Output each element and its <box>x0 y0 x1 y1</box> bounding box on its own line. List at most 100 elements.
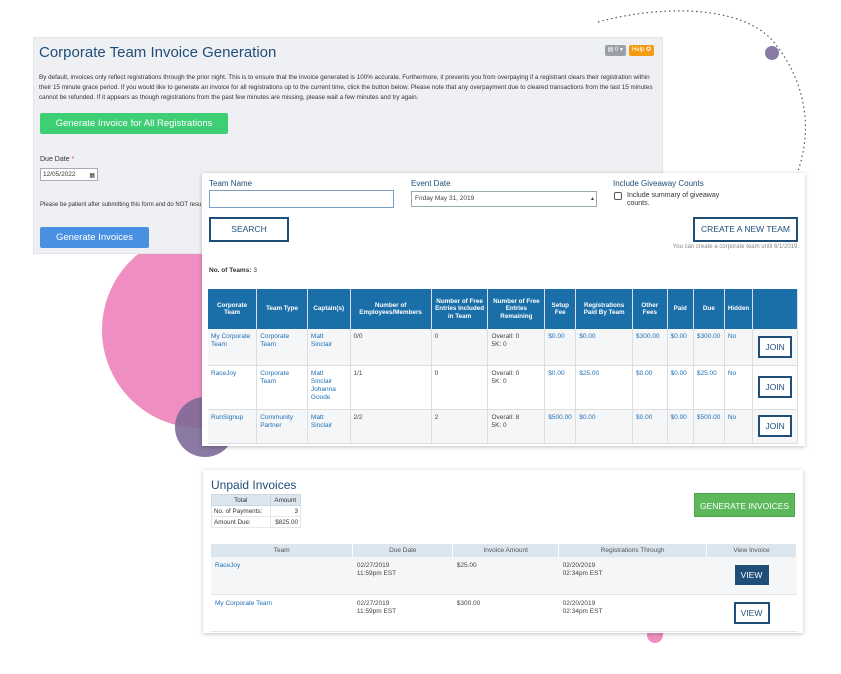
team-type: Corporate Team <box>256 365 308 410</box>
team-captains: Matt Sinclair <box>307 409 351 444</box>
team-count: No. of Teams: 3 <box>209 267 257 274</box>
setup-fee: $0.00 <box>544 329 577 366</box>
paid-by-team: $0.00 <box>575 409 634 444</box>
column-header: Setup Fee <box>544 289 577 329</box>
settings-menu-button[interactable]: ▤ 0 ▾ <box>604 45 626 56</box>
setup-fee: $500.00 <box>544 409 577 444</box>
other-fees: $300.00 <box>632 329 668 366</box>
column-header: Team Type <box>256 289 308 329</box>
team-type: Community Partner <box>256 409 308 444</box>
generate-invoice-all-button[interactable]: Generate Invoice for All Registrations <box>40 113 228 134</box>
teams-panel: Team Name Event Date Friday May 31, 2019… <box>202 173 805 446</box>
column-header: Number of Employees/Members <box>350 289 432 329</box>
event-date-select[interactable]: Friday May 31, 2019 ▴ <box>411 191 597 207</box>
team-name-label: Team Name <box>209 179 253 188</box>
patience-notice: Please be patient after submitting this … <box>40 202 202 208</box>
table-row: My Corporate Team Corporate Team Matt Si… <box>208 329 798 366</box>
column-header: Due Date <box>352 544 454 557</box>
free-entries-remaining: Overall: 0 5K: 0 <box>487 329 546 366</box>
summary-header-row: Total Amount <box>211 494 301 506</box>
team-name-link[interactable]: RaceJoy <box>208 365 258 410</box>
team-members: 2/2 <box>350 409 432 444</box>
other-fees: $0.00 <box>632 409 668 444</box>
unpaid-invoices-title: Unpaid Invoices <box>211 478 297 492</box>
due-date-label: Due Date * <box>40 156 75 163</box>
team-members: 0/0 <box>350 329 432 366</box>
payments-label: No. of Payments: <box>211 505 271 517</box>
free-entries-included: 2 <box>431 409 489 444</box>
join-button[interactable]: JOIN <box>758 335 793 358</box>
other-fees: $0.00 <box>632 365 668 410</box>
table-row: RaceJoy Corporate Team Matt Sinclair Joh… <box>208 365 798 410</box>
team-captains: Matt Sinclair Johanna Goode <box>307 365 351 410</box>
team-name-input[interactable] <box>209 190 394 208</box>
due-amount: $500.00 <box>693 409 725 444</box>
help-button[interactable]: Help ✪ <box>628 45 654 56</box>
giveaway-checkbox-text: Include summary of giveaway counts. <box>627 192 720 207</box>
purple-dot-decoration <box>765 46 779 60</box>
invoice-summary-table: Total Amount No. of Payments: 3 Amount D… <box>211 494 301 528</box>
event-date-label: Event Date <box>411 179 451 188</box>
create-team-button[interactable]: CREATE A NEW TEAM <box>693 217 798 242</box>
column-header: Registrations Paid By Team <box>575 289 634 329</box>
free-entries-remaining: Overall: 0 5K: 0 <box>487 365 546 410</box>
calendar-icon[interactable]: ▦ <box>89 173 95 179</box>
required-marker: * <box>71 156 75 163</box>
search-button[interactable]: SEARCH <box>209 217 289 242</box>
teams-table: Corporate Team Team Type Captain(s) Numb… <box>208 289 798 444</box>
paid-by-team: $0.00 <box>575 329 634 366</box>
registrations-through: 02/20/2019 02:34pm EST <box>558 594 707 632</box>
view-invoice-button[interactable]: VIEW <box>734 565 769 586</box>
giveaway-label: Include Giveaway Counts <box>613 179 704 188</box>
column-header: Captain(s) <box>307 289 351 329</box>
summary-row: Amount Due: $825.00 <box>211 516 301 528</box>
free-entries-remaining: Overall: 8 5K: 0 <box>487 409 546 444</box>
column-header <box>752 289 798 329</box>
summary-header: Total <box>211 494 271 506</box>
generate-invoices-button[interactable]: Generate Invoices <box>40 227 149 248</box>
join-button[interactable]: JOIN <box>758 376 793 398</box>
column-header: Team <box>211 544 354 557</box>
column-header: Paid <box>667 289 694 329</box>
hidden-flag: No <box>724 409 754 444</box>
due-amount: $25.00 <box>693 365 725 410</box>
join-button[interactable]: JOIN <box>758 415 793 437</box>
amount-due-value: $825.00 <box>269 516 301 528</box>
paid-amount: $0.00 <box>667 365 694 410</box>
column-header: Number of Free Entries Included in Team <box>431 289 489 329</box>
free-entries-included: 0 <box>431 329 489 366</box>
team-type: Corporate Team <box>256 329 308 366</box>
free-entries-included: 0 <box>431 365 489 410</box>
invoice-due-date: 02/27/2019 11:59pm EST <box>352 594 453 632</box>
invoice-team-link[interactable]: RaceJoy <box>211 557 353 595</box>
column-header: Other Fees <box>632 289 668 329</box>
summary-row: No. of Payments: 3 <box>211 505 301 517</box>
team-name-link[interactable]: RunSignup <box>208 409 258 444</box>
table-row: RaceJoy 02/27/2019 11:59pm EST $25.00 02/… <box>211 557 797 595</box>
paid-by-team: $25.00 <box>575 365 634 410</box>
table-header-row: Team Due Date Invoice Amount Registratio… <box>211 544 797 557</box>
table-header-row: Corporate Team Team Type Captain(s) Numb… <box>208 289 798 329</box>
paid-amount: $0.00 <box>667 329 694 366</box>
hidden-flag: No <box>724 329 754 366</box>
paid-amount: $0.00 <box>667 409 694 444</box>
generate-unpaid-invoices-button[interactable]: GENERATE INVOICES <box>694 493 795 517</box>
giveaway-checkbox[interactable] <box>614 192 622 200</box>
unpaid-invoices-table: Team Due Date Invoice Amount Registratio… <box>211 544 797 632</box>
payments-value: 3 <box>269 505 301 517</box>
column-header: Number of Free Entries Remaining <box>487 289 546 329</box>
page-title: Corporate Team Invoice Generation <box>39 44 277 61</box>
hidden-flag: No <box>724 365 754 410</box>
view-invoice-button[interactable]: VIEW <box>733 601 770 624</box>
due-date-input[interactable]: 12/05/2022 ▦ <box>40 168 98 181</box>
table-row: My Corporate Team 02/27/2019 11:59pm EST … <box>211 594 797 632</box>
invoice-amount: $25.00 <box>452 557 559 595</box>
column-header: View Invoice <box>706 544 797 557</box>
team-name-link[interactable]: My Corporate Team <box>208 329 258 366</box>
invoice-team-link[interactable]: My Corporate Team <box>211 594 353 632</box>
setup-fee: $0.00 <box>544 365 577 410</box>
registrations-through: 02/20/2019 02:34pm EST <box>558 557 707 595</box>
create-team-note: You can create a corporate team until 6/… <box>672 244 799 250</box>
team-captains: Matt Sinclair <box>307 329 351 366</box>
